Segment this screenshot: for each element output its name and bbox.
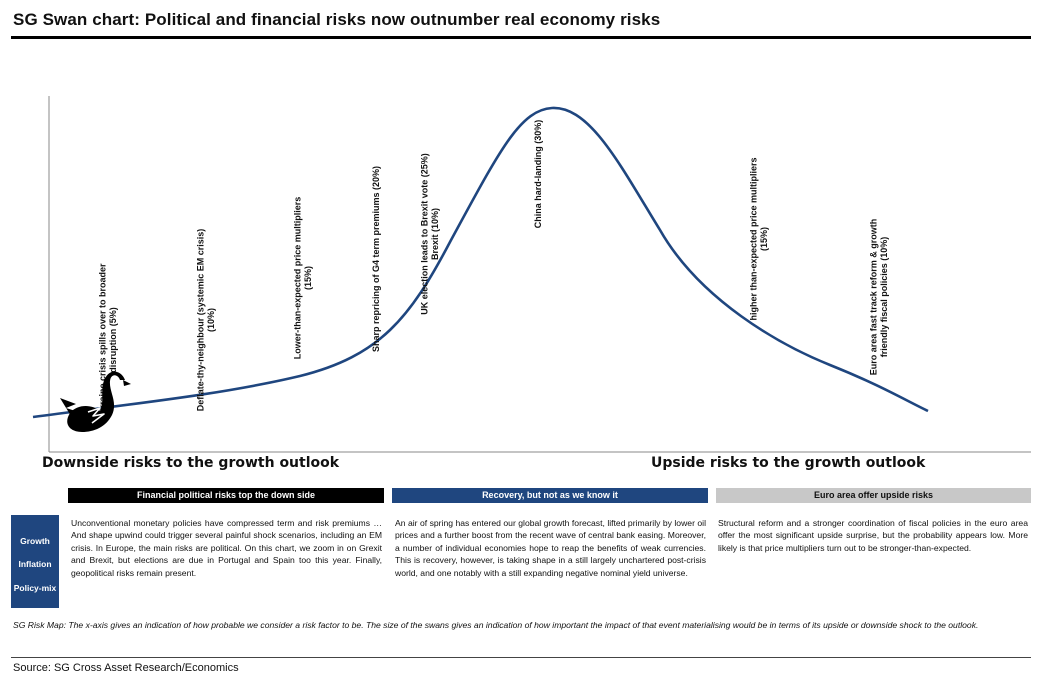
risk-annotation-label: Deflate-thy-neighbour (systemic EM crisi… [196,229,217,412]
swan-chart: Ukraine crisis spills over to broaderdis… [32,96,1031,453]
risk-curve [32,106,929,419]
risk-map-note: SG Risk Map: The x-axis gives an indicat… [13,620,979,630]
middle-panel-text: An air of spring has entered our global … [395,518,706,578]
left-panel-text: Unconventional monetary policies have co… [71,518,382,578]
black-swan-icon [60,371,131,432]
risk-annotation-label: UK election leads to Brexit vote (25%)Br… [420,153,441,315]
risk-annotation-label: Ukraine crisis spills over to broaderdis… [98,263,119,417]
middle-panel-heading: Recovery, but not as we know it [392,488,708,503]
risk-annotation-label: higher than-expected price multipliers(1… [749,157,770,320]
title-divider [11,36,1031,39]
risk-annotation-label: Lower-than-expected price multipliers(15… [293,197,314,360]
left-panel-heading: Financial political risks top the down s… [68,488,384,503]
axis-label-upside: Upside risks to the growth outlook [651,455,926,471]
source-label: Source: SG Cross Asset Research/Economic… [13,662,239,674]
sidebar-item-inflation: Inflation [18,559,52,569]
right-panel-heading: Euro area offer upside risks [716,488,1031,503]
risk-annotation-label: Euro area fast track reform & growthfrie… [869,219,890,376]
sidebar-box: Growth Inflation Policy-mix [11,515,59,608]
risk-annotation-label: Sharp repricing of G4 term premiums (20%… [371,166,381,352]
risk-annotations: Ukraine crisis spills over to broaderdis… [98,120,890,417]
axis-label-downside: Downside risks to the growth outlook [42,455,340,471]
right-panel-text: Structural reform and a stronger coordin… [718,518,1028,553]
sidebar-item-growth: Growth [20,536,50,546]
sidebar-item-policy-mix: Policy-mix [13,583,57,593]
risk-annotation-label: China hard-landing (30%) [533,120,543,229]
page-title: SG Swan chart: Political and financial r… [13,10,661,29]
source-divider [11,657,1031,658]
